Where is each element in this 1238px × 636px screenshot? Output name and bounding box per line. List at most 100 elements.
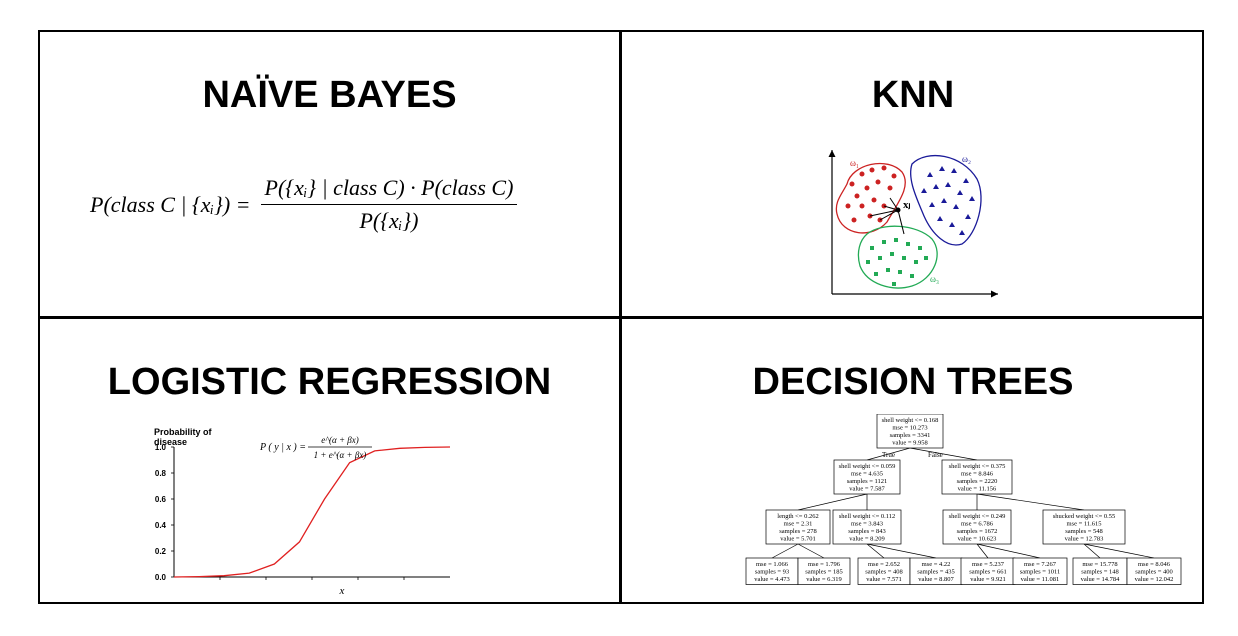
logistic-axes	[173, 447, 450, 580]
tree-edge-true-label: True	[882, 451, 895, 459]
tree-node-line: value = 8.209	[849, 536, 885, 543]
tree-node-line: mse = 4.635	[851, 471, 883, 478]
tree-node-line: samples = 185	[805, 569, 843, 576]
tree-node-line: mse = 8.046	[1138, 561, 1171, 568]
naive-bayes-formula: P(class C | {xᵢ}) = P({xᵢ} | class C) · …	[90, 175, 518, 234]
tree-node-line: value = 12.042	[1135, 576, 1174, 583]
knn-cluster-3-boundary	[857, 225, 938, 289]
tree-node-line: shell weight <= 0.249	[949, 513, 1006, 520]
tree-node-line: shucked weight <= 0.55	[1053, 513, 1116, 520]
tree-edge	[771, 543, 799, 559]
tree-node-line: mse = 1.796	[808, 561, 841, 568]
tree-node-line: mse = 3.843	[851, 521, 883, 528]
tree-node-line: mse = 8.846	[961, 471, 994, 478]
knn-title: KNN	[871, 74, 955, 116]
tree-node-line: value = 7.587	[849, 486, 885, 493]
knn-label-w3: ω₃	[930, 274, 939, 284]
tree-node-box	[942, 509, 1012, 545]
naive-bayes-numerator: P({xᵢ} | class C) · P(class C)	[260, 175, 518, 205]
tree-node-box	[876, 414, 944, 449]
tree-edge	[866, 543, 885, 559]
tree-node-line: mse = 11.615	[1066, 521, 1101, 528]
knn-cluster-1-boundary	[835, 162, 906, 234]
naive-bayes-denominator: P({xᵢ})	[359, 208, 419, 233]
knn-cluster-2-boundary	[910, 154, 982, 246]
tree-node-box	[765, 509, 831, 545]
horizontal-divider	[40, 316, 1202, 319]
tree-node-box	[745, 557, 799, 585]
tree-node-line: value = 8.807	[918, 576, 954, 583]
tree-node-box	[833, 459, 901, 495]
panel-knn: KNN	[622, 32, 1204, 316]
tree-node-line: mse = 5.237	[972, 561, 1005, 568]
logistic-ylabel-line2: disease	[154, 437, 187, 447]
logistic-xlabel: x	[339, 585, 345, 597]
tree-edge	[1083, 543, 1101, 559]
tree-node-line: mse = 2.652	[868, 561, 900, 568]
tree-node-line: value = 11.081	[1021, 576, 1060, 583]
logistic-y-ticks: 0.0 0.2 0.4 0.6 0.8 1.0	[155, 443, 174, 582]
naive-bayes-title: NAÏVE BAYES	[202, 74, 457, 116]
tree-node-line: samples = 400	[1135, 569, 1173, 576]
tree-node-line: samples = 2220	[957, 478, 998, 485]
tree-edge	[909, 447, 978, 461]
tree-node-line: length <= 0.262	[777, 513, 818, 520]
logistic-title: LOGISTIC REGRESSION	[107, 361, 552, 403]
knn-label-w1: ω₁	[850, 158, 859, 168]
tree-node-line: samples = 3341	[890, 432, 931, 439]
tree-node-line: samples = 661	[969, 569, 1007, 576]
tree-node-line: samples = 1121	[847, 478, 888, 485]
tree-node-line: samples = 148	[1081, 569, 1119, 576]
panel-logistic-regression: LOGISTIC REGRESSION Probability of disea…	[40, 319, 619, 604]
tree-node-line: value = 12.783	[1065, 536, 1104, 543]
logistic-formula-lhs: P ( y | x ) =	[259, 442, 306, 453]
tree-node-line: samples = 1011	[1020, 569, 1061, 576]
tree-edge	[976, 493, 1085, 511]
tree-node-line: value = 11.156	[958, 486, 997, 493]
knn-class-3-points	[866, 238, 928, 286]
logistic-curve	[173, 446, 451, 578]
tree-node-box	[797, 557, 851, 585]
tree-node-box	[960, 557, 1016, 585]
tree-node-line: value = 9.958	[892, 440, 928, 447]
tree-node-line: samples = 93	[755, 569, 789, 576]
knn-class-2-points	[921, 166, 975, 235]
tree-node-line: samples = 435	[917, 569, 955, 576]
tree-node-line: samples = 278	[779, 528, 817, 535]
tree-node-line: value = 7.571	[866, 576, 902, 583]
knn-diagram: xⱼ ω₁ ω₂ ω₃	[828, 150, 998, 298]
tree-node-line: value = 5.701	[780, 536, 816, 543]
tree-node-line: mse = 4.22	[922, 561, 951, 568]
logistic-y-tick-label: 0.4	[155, 521, 167, 530]
tree-node-line: mse = 6.786	[961, 521, 994, 528]
tree-edge	[1083, 543, 1155, 559]
tree-node-line: shell weight <= 0.112	[839, 513, 896, 520]
tree-node-box	[1012, 557, 1068, 585]
tree-node-line: mse = 2.31	[784, 521, 813, 528]
logistic-y-tick-label: 0.2	[155, 547, 167, 556]
knn-label-xj: xⱼ	[903, 199, 911, 211]
tree-edge	[797, 543, 825, 559]
panel-decision-trees: DECISION TREES True False shell weight <= …	[622, 319, 1204, 604]
tree-edge	[976, 543, 989, 559]
decision-trees-title: DECISION TREES	[752, 361, 1074, 403]
diagram-grid: NAÏVE BAYES P(class C | {xᵢ}) = P({xᵢ} |…	[38, 30, 1204, 604]
tree-node-box	[1042, 509, 1126, 545]
tree-edges	[771, 447, 1155, 559]
tree-edge	[797, 493, 868, 511]
tree-node-line: value = 6.319	[806, 576, 842, 583]
tree-edge	[976, 543, 1041, 559]
naive-bayes-formula-lhs: P(class C | {xᵢ}) =	[90, 191, 251, 217]
tree-node-line: shell weight <= 0.059	[839, 463, 896, 470]
naive-bayes-fraction: P({xᵢ} | class C) · P(class C) P({xᵢ})	[260, 175, 518, 234]
tree-node-line: samples = 1672	[957, 528, 998, 535]
